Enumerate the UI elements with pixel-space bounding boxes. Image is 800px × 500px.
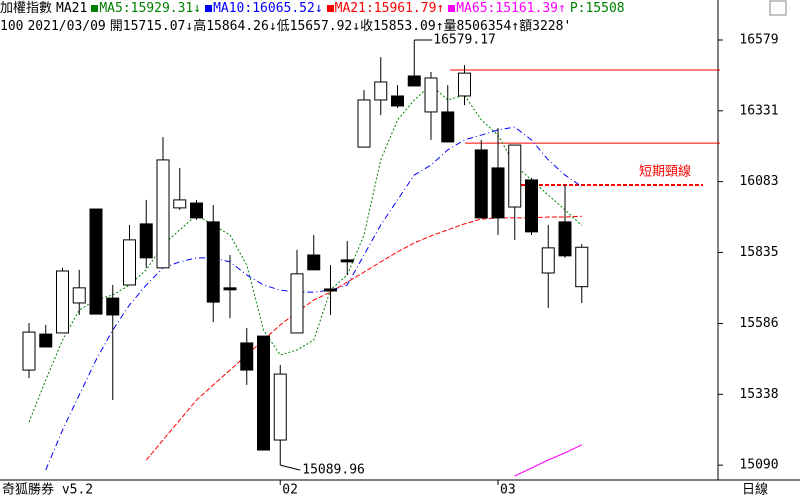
candle-down <box>106 297 120 316</box>
period: 日線 <box>742 482 768 498</box>
candle-down <box>474 149 488 219</box>
y-tick-label: 15090 <box>739 458 778 473</box>
quote-item: 2021/03/09 <box>27 19 106 34</box>
candle-down <box>525 179 538 233</box>
header: 加權指數 MA21 MA5:15929.31↓ MA10:16065.52↓ MA21:… <box>0 0 716 36</box>
candle-up <box>72 287 86 304</box>
candle-up <box>273 373 287 441</box>
swatch <box>326 5 334 12</box>
leader <box>280 464 301 471</box>
app-name: 奇狐勝券 v5.2 <box>2 482 93 498</box>
y-tick-label: 15835 <box>739 245 778 260</box>
neckline-label: 短期頸線 <box>639 164 691 180</box>
header-line1: 加權指數 MA21 MA5:15929.31↓ MA10:16065.52↓ MA21:… <box>0 0 716 18</box>
candle-down <box>340 259 354 263</box>
candle-down <box>190 202 203 219</box>
candle-down <box>223 287 237 291</box>
candle-down <box>206 221 220 303</box>
candle-down <box>139 223 153 259</box>
ma-line <box>145 215 582 461</box>
y-tick-label: 15586 <box>739 316 778 331</box>
candle-down <box>89 208 103 315</box>
ma-line <box>45 126 583 471</box>
candle-up <box>541 247 555 274</box>
swatch <box>91 5 99 12</box>
candle-up <box>156 159 170 269</box>
candle-up <box>22 331 36 371</box>
header-item: P:15508 <box>569 1 625 16</box>
high-label: 16579.17 <box>433 32 496 47</box>
candle-down <box>407 75 421 87</box>
quote-item: 開15715.07↓高15864.26↓低15657.92↓收15853.09↑… <box>109 19 572 34</box>
candle-down <box>324 288 337 292</box>
swatch <box>205 5 213 12</box>
candle-down <box>391 95 404 107</box>
candle-up <box>173 199 187 209</box>
swatch <box>448 5 456 12</box>
candle-down <box>307 254 321 271</box>
ma-line <box>28 84 583 423</box>
candle-up <box>458 72 471 97</box>
menu-icon[interactable] <box>769 0 787 16</box>
low-label: 15089.96 <box>302 463 365 478</box>
y-tick-label: 16579 <box>739 32 778 47</box>
x-tick-label: 02 <box>282 483 298 498</box>
header-item: MA10:16065.52↓ <box>213 1 323 16</box>
candle-up <box>508 144 522 208</box>
candle-up <box>374 81 388 101</box>
header-item: MA21 <box>56 1 88 16</box>
candle-up <box>56 270 69 334</box>
candle-up <box>123 239 136 286</box>
candle-up <box>357 99 371 148</box>
header-item: 加權指數 <box>0 1 53 16</box>
quote-item: 100 <box>0 19 24 34</box>
candle-up <box>424 77 438 113</box>
candle-up <box>290 273 304 334</box>
x-tick-label: 03 <box>500 483 516 498</box>
candle-down <box>257 335 270 451</box>
candle-down <box>39 333 53 348</box>
candle-down <box>491 167 505 219</box>
y-tick-label: 16331 <box>739 103 778 118</box>
y-tick-label: 15338 <box>739 387 778 402</box>
header-line2: 100 2021/03/09 開15715.07↓高15864.26↓低15657.… <box>0 18 716 36</box>
header-item: MA21:15961.79↑ <box>334 1 445 16</box>
header-item: MA5:15929.31↓ <box>99 1 202 16</box>
candle-down <box>441 111 455 143</box>
candle-up <box>575 246 589 288</box>
header-item: MA65:15161.39↑ <box>456 1 566 16</box>
y-tick-label: 16083 <box>739 174 778 189</box>
ma-line <box>514 444 582 477</box>
candle-down <box>558 221 572 257</box>
candle-down <box>240 342 254 371</box>
